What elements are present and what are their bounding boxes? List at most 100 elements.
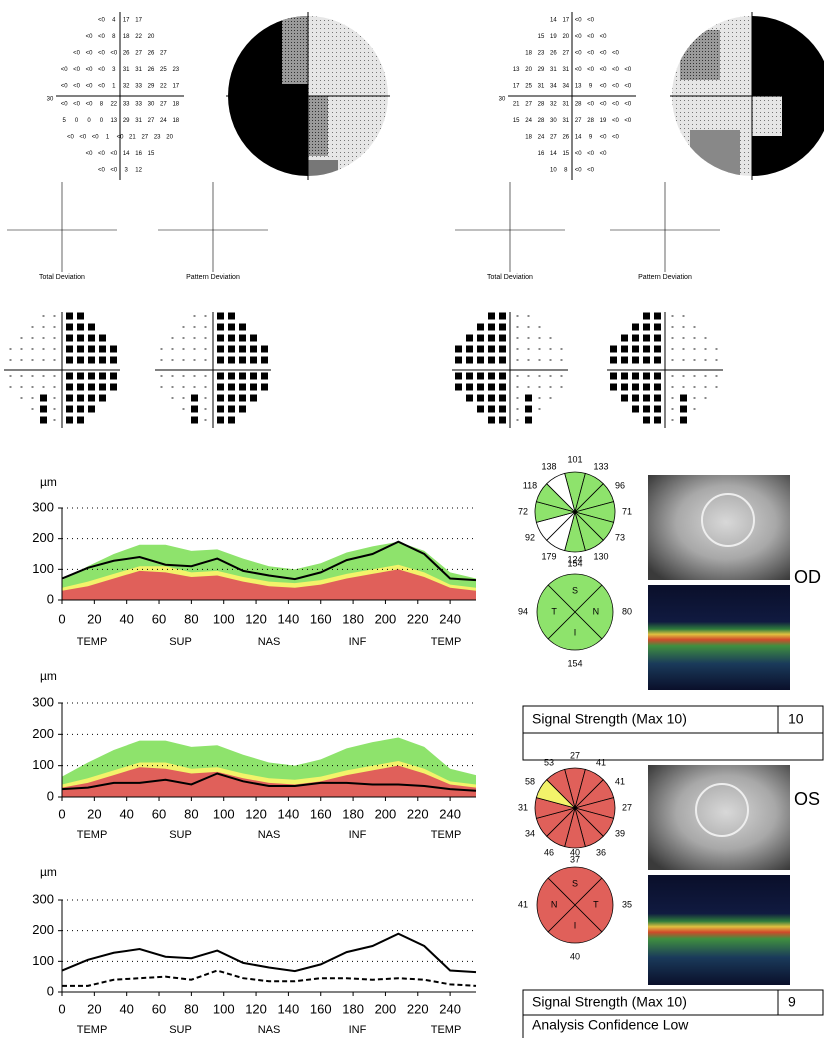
probability-symbol xyxy=(499,357,506,364)
probability-symbol xyxy=(672,359,674,361)
x-tick-label: 120 xyxy=(245,806,267,821)
probability-symbol xyxy=(205,359,207,361)
probability-symbol xyxy=(239,357,246,364)
probability-symbol xyxy=(643,373,650,380)
probability-symbol xyxy=(250,346,257,353)
probability-symbol xyxy=(110,373,117,380)
threshold-value: 26 xyxy=(148,51,155,57)
clock-value: 41 xyxy=(615,776,625,786)
x-tick-label: 120 xyxy=(245,1001,267,1016)
probability-symbol xyxy=(705,337,707,339)
threshold-value: <0 xyxy=(98,84,106,90)
probability-symbol xyxy=(261,373,268,380)
threshold-value: 27 xyxy=(562,51,569,57)
threshold-value: <0 xyxy=(73,51,81,57)
probability-symbol xyxy=(21,359,23,361)
threshold-value: 4 xyxy=(112,18,116,24)
probability-symbol xyxy=(632,406,639,413)
clock-value: 73 xyxy=(615,532,625,542)
threshold-value: <0 xyxy=(587,102,595,108)
probability-symbol xyxy=(539,337,541,339)
quadrant-value: 154 xyxy=(567,658,582,668)
clock-value: 72 xyxy=(518,506,528,516)
probability-symbol xyxy=(539,326,541,328)
probability-symbol xyxy=(217,373,224,380)
x-tick-label: 240 xyxy=(439,806,461,821)
threshold-value: 31 xyxy=(562,67,569,73)
probability-symbol xyxy=(499,335,506,342)
threshold-value: 5 xyxy=(63,118,67,124)
probability-symbol xyxy=(194,326,196,328)
probability-symbol xyxy=(88,373,95,380)
probability-symbol xyxy=(239,373,246,380)
probability-symbol xyxy=(54,315,56,317)
probability-symbol xyxy=(488,373,495,380)
threshold-value: <0 xyxy=(600,135,608,141)
fundus-image xyxy=(648,765,790,870)
threshold-value: 34 xyxy=(562,84,569,90)
category-label: TEMP xyxy=(431,1024,462,1036)
y-tick-label: 300 xyxy=(32,891,54,906)
deviation-label: Pattern Deviation xyxy=(186,274,240,281)
probability-symbol xyxy=(217,395,224,402)
probability-symbol xyxy=(32,348,34,350)
probability-symbol xyxy=(77,406,84,413)
probability-symbol xyxy=(621,395,628,402)
threshold-value: 24 xyxy=(160,118,167,124)
threshold-value: 1 xyxy=(106,135,110,141)
probability-symbol xyxy=(550,348,552,350)
x-tick-label: 40 xyxy=(119,1001,133,1016)
threshold-value: 18 xyxy=(172,118,179,124)
threshold-value: 14 xyxy=(575,135,582,141)
threshold-value: 27 xyxy=(525,102,532,108)
category-label: NAS xyxy=(258,829,281,841)
x-tick-label: 220 xyxy=(407,611,429,626)
probability-symbol xyxy=(499,395,506,402)
threshold-value: 15 xyxy=(562,151,569,157)
threshold-value: 13 xyxy=(110,118,117,124)
probability-symbol xyxy=(205,315,207,317)
threshold-value: <0 xyxy=(587,34,595,40)
probability-symbol xyxy=(43,337,45,339)
y-tick-label: 0 xyxy=(47,983,54,998)
probability-symbol xyxy=(683,359,685,361)
probability-symbol xyxy=(672,326,674,328)
probability-symbol xyxy=(88,335,95,342)
probability-symbol xyxy=(228,335,235,342)
thickness-line xyxy=(62,934,476,972)
probability-symbol xyxy=(239,346,246,353)
probability-symbol xyxy=(228,417,235,424)
threshold-value: 8 xyxy=(100,102,104,108)
probability-symbol xyxy=(672,397,674,399)
threshold-value: 9 xyxy=(589,84,593,90)
probability-symbol xyxy=(205,408,207,410)
threshold-value: 25 xyxy=(160,67,167,73)
probability-symbol xyxy=(217,324,224,331)
threshold-value: <0 xyxy=(624,67,632,73)
threshold-value: <0 xyxy=(612,67,620,73)
probability-symbol xyxy=(632,384,639,391)
y-tick-label: 0 xyxy=(47,788,54,803)
category-label: SUP xyxy=(169,829,192,841)
probability-symbol xyxy=(161,348,163,350)
probability-symbol xyxy=(99,384,106,391)
threshold-value: <0 xyxy=(73,67,81,73)
probability-symbol xyxy=(694,375,696,377)
probability-symbol xyxy=(217,357,224,364)
probability-symbol xyxy=(43,375,45,377)
y-tick-label: 300 xyxy=(32,499,54,514)
clock-value: 130 xyxy=(593,551,608,561)
threshold-value: 22 xyxy=(160,84,167,90)
probability-symbol xyxy=(654,313,661,320)
probability-symbol xyxy=(539,359,541,361)
threshold-value: 18 xyxy=(525,135,532,141)
probability-symbol xyxy=(643,357,650,364)
threshold-value: <0 xyxy=(92,135,100,141)
x-tick-label: 160 xyxy=(310,611,332,626)
threshold-value: 1 xyxy=(112,84,116,90)
clock-value: 34 xyxy=(525,828,535,838)
threshold-value: <0 xyxy=(624,102,632,108)
probability-symbol xyxy=(716,359,718,361)
probability-symbol xyxy=(32,408,34,410)
probability-symbol xyxy=(21,397,23,399)
